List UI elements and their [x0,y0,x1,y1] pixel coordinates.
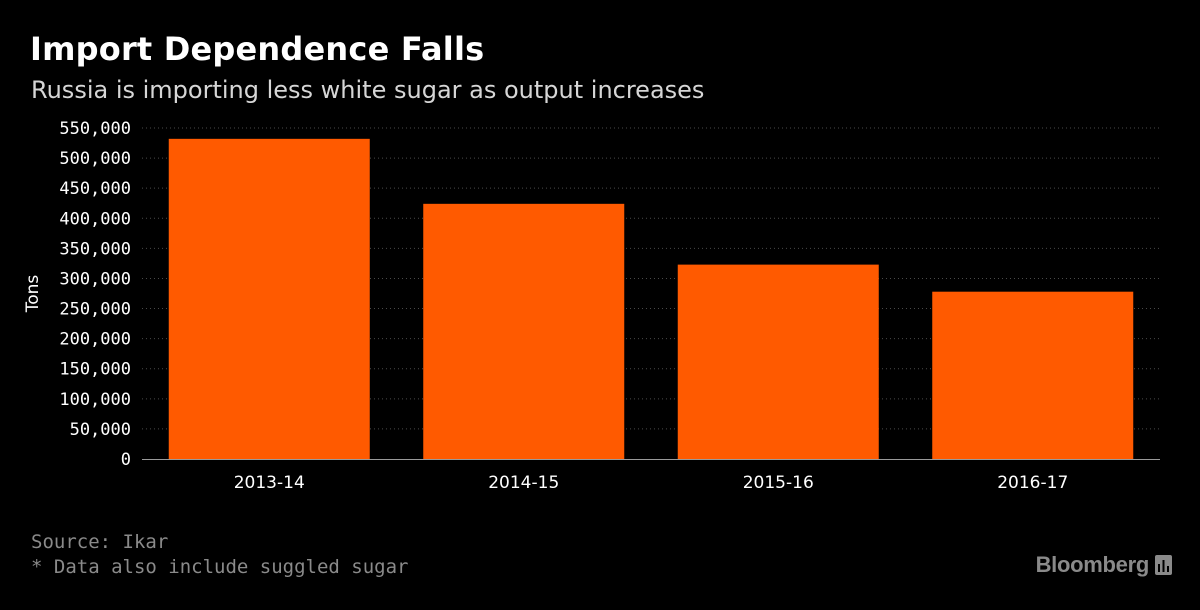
y-tick-label: 350,000 [59,239,131,259]
bar-2013-14 [168,138,370,459]
bloomberg-chart-icon [1155,555,1172,575]
source-note: Source: Ikar [31,531,169,553]
bar-2014-15 [423,203,625,459]
chart-subtitle: Russia is importing less white sugar as … [31,76,705,104]
bar-2016-17 [932,291,1134,459]
y-tick-label: 200,000 [59,330,131,350]
bloomberg-logo: Bloomberg [1036,552,1172,578]
chart-title: Import Dependence Falls [30,30,485,68]
x-tick-label: 2015-16 [743,473,814,493]
y-tick-label: 150,000 [59,360,131,380]
brand-name: Bloomberg [1035,552,1150,577]
bars [168,138,1134,459]
x-tick-label: 2013-14 [234,473,305,493]
y-tick-label: 250,000 [59,300,131,320]
y-tick-label: 500,000 [59,149,131,169]
x-tick-label: 2014-15 [488,473,559,493]
x-tick-label: 2016-17 [997,473,1068,493]
footnote: * Data also include suggled sugar [31,556,409,578]
y-tick-label: 400,000 [59,209,131,229]
y-axis-title: Tons [23,275,43,314]
bar-2015-16 [677,264,879,459]
x-tick-labels: 2013-14 2014-15 2015-16 2016-17 [234,473,1069,493]
y-tick-label: 100,000 [59,390,131,410]
y-tick-label: 300,000 [59,269,131,289]
y-tick-label: 550,000 [59,119,131,139]
y-tick-label: 450,000 [59,179,131,199]
y-tick-label: 0 [121,450,131,470]
y-tick-labels: 0 50,000 100,000 150,000 200,000 250,000 300,0… [59,119,131,470]
y-tick-label: 50,000 [70,420,131,440]
